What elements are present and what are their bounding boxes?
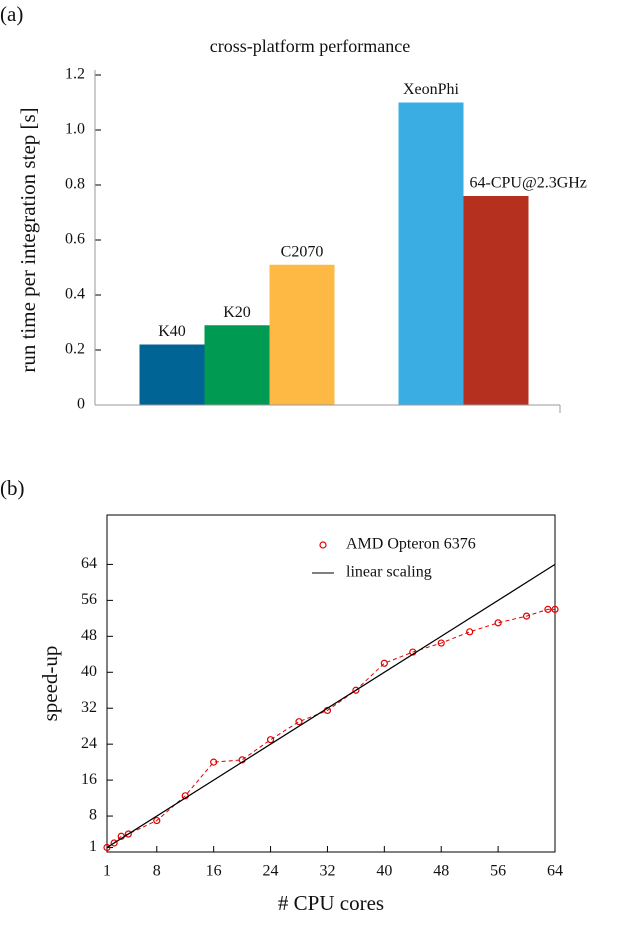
data-point <box>153 816 161 825</box>
data-point <box>551 605 559 613</box>
y-tick-label: 1 <box>89 838 97 855</box>
y-tick-label: 32 <box>81 699 97 716</box>
y-tick-label: 24 <box>81 735 97 752</box>
x-tick-label: 56 <box>490 863 506 880</box>
panel-label: (a) <box>0 2 23 26</box>
bar <box>139 344 205 405</box>
data-point <box>266 736 275 744</box>
data-point <box>437 639 445 647</box>
bar <box>269 264 335 405</box>
y-tick-label: 1.2 <box>65 66 85 83</box>
bar-label: 64-CPU@2.3GHz <box>470 175 587 192</box>
bar-label: C2070 <box>281 243 324 260</box>
x-tick-label: 32 <box>319 863 335 880</box>
y-tick-label: 0.8 <box>65 176 85 193</box>
data-point <box>466 628 474 636</box>
y-tick-label: 48 <box>81 627 97 644</box>
data-point <box>380 659 388 667</box>
bar <box>398 102 464 405</box>
data-point <box>544 605 552 613</box>
data-point <box>103 843 111 852</box>
y-tick-label: 0.4 <box>65 286 85 303</box>
bar <box>463 196 529 405</box>
data-point <box>494 619 502 627</box>
x-tick-label: 24 <box>263 863 279 880</box>
x-tick-label: 8 <box>153 863 161 880</box>
series-line <box>106 608 555 848</box>
y-tick-label: 64 <box>81 555 97 572</box>
data-point <box>522 612 531 620</box>
bar-label: XeonPhi <box>403 81 460 98</box>
x-tick-label: 1 <box>103 863 111 880</box>
data-point <box>295 718 303 726</box>
y-axis-label: speed-up <box>38 646 62 722</box>
y-tick-label: 56 <box>81 591 97 608</box>
data-point <box>110 839 118 847</box>
legend-label: AMD Opteron 6376 <box>346 536 476 553</box>
bar <box>204 325 270 405</box>
y-tick-label: 1.0 <box>65 121 85 138</box>
bar-label: K40 <box>158 323 186 340</box>
y-axis-label: run time per integration step [s] <box>16 107 40 372</box>
legend-marker <box>319 541 327 549</box>
plot-frame <box>106 514 556 853</box>
y-tick-label: 40 <box>81 663 97 680</box>
data-point <box>352 686 360 694</box>
data-point <box>210 758 218 766</box>
x-axis-label: # CPU cores <box>278 891 384 915</box>
y-tick-label: 8 <box>89 807 97 824</box>
panel-label: (b) <box>0 476 25 500</box>
series-line <box>106 563 556 849</box>
x-tick-label: 48 <box>433 863 449 880</box>
y-tick-label: 0.6 <box>65 231 85 248</box>
y-tick-label: 16 <box>81 771 97 788</box>
y-tick-label: 0.2 <box>65 341 85 358</box>
bar-label: K20 <box>223 304 251 321</box>
x-tick-label: 64 <box>547 863 563 880</box>
x-tick-label: 40 <box>376 863 392 880</box>
chart-title: cross-platform performance <box>210 36 410 56</box>
x-tick-label: 16 <box>206 863 222 880</box>
y-tick-label: 0 <box>77 396 85 413</box>
legend-label: linear scaling <box>346 564 432 581</box>
data-point <box>124 830 132 838</box>
